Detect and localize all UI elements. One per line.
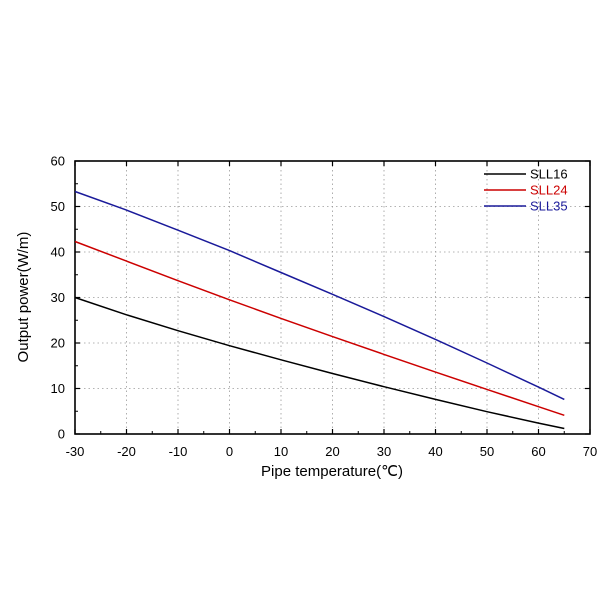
x-axis-title: Pipe temperature(℃) bbox=[261, 463, 403, 480]
x-tick-label: 20 bbox=[325, 444, 339, 459]
legend-label: SLL35 bbox=[530, 199, 568, 214]
x-tick-label: 10 bbox=[274, 444, 288, 459]
y-tick-label: 10 bbox=[51, 381, 65, 396]
legend-label: SLL24 bbox=[530, 183, 568, 198]
y-axis-title: Output power(W/m) bbox=[15, 232, 32, 363]
x-tick-label: -10 bbox=[169, 444, 188, 459]
series-line-sll24 bbox=[74, 240, 565, 417]
grid-layer bbox=[75, 161, 590, 434]
x-tick-label: -20 bbox=[117, 444, 136, 459]
x-tick-label: 0 bbox=[226, 444, 233, 459]
series-line-sll35 bbox=[74, 190, 565, 401]
ticks-layer: -30 -20 -10 0 10 20 30 40 50 60 70 0 10 20 30 40 50 60 bbox=[51, 154, 598, 460]
x-tick-label: 70 bbox=[583, 444, 597, 459]
series-line-sll16 bbox=[74, 296, 565, 430]
x-tick-label: -30 bbox=[66, 444, 85, 459]
x-tick-label: 60 bbox=[531, 444, 545, 459]
x-tick-label: 40 bbox=[428, 444, 442, 459]
y-tick-label: 0 bbox=[58, 427, 65, 442]
y-tick-label: 30 bbox=[51, 290, 65, 305]
x-tick-label: 50 bbox=[480, 444, 494, 459]
y-tick-label: 50 bbox=[51, 199, 65, 214]
y-tick-label: 20 bbox=[51, 336, 65, 351]
y-tick-label: 60 bbox=[51, 154, 65, 169]
x-tick-label: 30 bbox=[377, 444, 391, 459]
y-tick-label: 40 bbox=[51, 245, 65, 260]
legend-label: SLL16 bbox=[530, 167, 568, 182]
series-layer bbox=[74, 190, 565, 430]
